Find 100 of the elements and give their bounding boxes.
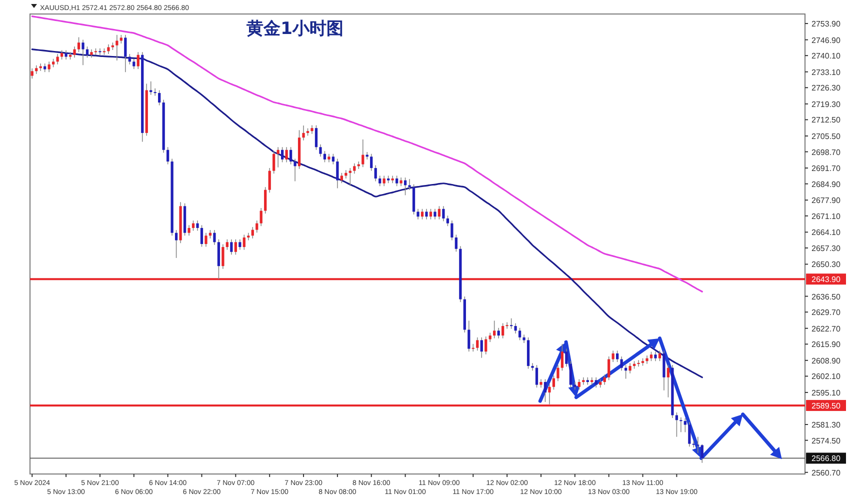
candlestick — [450, 220, 454, 241]
candlestick — [302, 125, 305, 141]
candlestick — [556, 364, 560, 382]
candlestick — [565, 348, 568, 368]
candlestick — [332, 153, 335, 165]
candlestick — [348, 168, 352, 186]
candlestick — [514, 322, 517, 334]
candlestick — [174, 230, 178, 258]
candlestick — [251, 226, 254, 239]
candlestick — [637, 360, 640, 368]
candlestick — [188, 224, 190, 236]
chart-title: 黄金1小时图 — [246, 19, 344, 39]
y-tick-label: 2671.10 — [812, 212, 842, 221]
y-tick-label: 2719.30 — [812, 100, 842, 109]
candlestick — [242, 234, 246, 250]
candlestick — [502, 322, 504, 339]
candlestick — [374, 164, 377, 182]
y-tick-label: 2698.70 — [812, 148, 842, 157]
candlestick — [136, 52, 140, 70]
candlestick — [226, 238, 228, 250]
candlestick — [497, 327, 500, 339]
candlestick — [272, 150, 276, 174]
candlestick — [289, 146, 292, 165]
line-series — [31, 16, 703, 292]
y-tick-label: 2705.50 — [812, 132, 842, 141]
candlestick — [552, 375, 556, 390]
candlestick — [353, 162, 356, 174]
candlestick — [480, 336, 483, 358]
y-tick-label: 2574.50 — [812, 436, 842, 446]
y-tick-label: 2684.90 — [812, 180, 842, 189]
candlestick — [238, 238, 242, 250]
candlestick — [323, 150, 326, 163]
candlestick — [64, 50, 68, 60]
candlestick — [107, 44, 110, 54]
y-tick-label: 2650.30 — [812, 260, 842, 270]
candlestick — [217, 238, 220, 280]
candlestick — [132, 58, 136, 70]
candlestick — [518, 327, 522, 341]
candlestick — [438, 206, 441, 220]
candlestick — [434, 208, 436, 220]
candlestick — [586, 376, 589, 386]
y-tick-label: 2560.70 — [812, 468, 842, 478]
candlestick — [60, 50, 64, 60]
candlestick — [493, 320, 496, 339]
candlestick — [620, 356, 623, 372]
candlestick — [116, 34, 118, 61]
candlestick — [158, 90, 161, 106]
candlestick — [408, 178, 411, 190]
candlestick — [531, 362, 534, 372]
candlestick — [213, 230, 216, 246]
candlestick — [506, 322, 508, 330]
y-tick-label: 2712.50 — [812, 116, 842, 125]
candlestick — [294, 158, 296, 182]
candlestick — [603, 374, 606, 386]
candlestick — [222, 244, 224, 270]
candlestick — [256, 220, 258, 234]
candlestick — [594, 376, 598, 388]
candlestick — [560, 344, 564, 372]
candlestick — [340, 172, 343, 184]
y-tick-label: 2691.70 — [812, 164, 842, 174]
y-tick-label: 2746.90 — [812, 36, 842, 45]
y-tick-label: 2581.30 — [812, 420, 842, 430]
candlestick — [285, 146, 288, 163]
candlestick — [314, 124, 318, 150]
candlestick — [535, 364, 538, 388]
candlestick — [425, 208, 428, 220]
candlestick — [382, 175, 386, 187]
candlestick — [362, 139, 364, 168]
ref-line-label: 2566.80 — [812, 454, 842, 464]
candlestick — [476, 336, 479, 352]
y-tick-label: 2629.70 — [812, 308, 842, 318]
candlestick — [391, 175, 394, 184]
candlestick — [319, 144, 322, 158]
candlestick — [510, 318, 513, 330]
candlestick — [268, 168, 271, 194]
candlestick — [260, 208, 262, 227]
y-tick-label: 2740.10 — [812, 52, 842, 61]
y-tick-label: 2726.30 — [812, 84, 842, 93]
candlestick — [73, 46, 76, 58]
candlestick — [247, 232, 250, 241]
candlestick — [569, 360, 572, 388]
candlestick — [128, 54, 131, 65]
candlestick — [484, 336, 488, 355]
candlestick — [420, 208, 424, 220]
y-tick-label: 2602.10 — [812, 372, 842, 382]
candlestick — [230, 238, 233, 256]
candlestick — [124, 34, 127, 72]
y-tick-label: 2657.30 — [812, 244, 842, 253]
y-tick-label: 2622.70 — [812, 324, 842, 334]
candlestick — [192, 220, 195, 232]
candlestick — [472, 344, 474, 352]
candlestick — [154, 88, 156, 96]
candlestick — [200, 224, 204, 248]
ref-line-label: 2643.90 — [812, 275, 842, 284]
candlestick — [446, 215, 450, 227]
candlestick — [628, 362, 632, 374]
candlestick — [395, 175, 398, 187]
candlestick — [454, 234, 458, 252]
candlestick — [429, 208, 432, 220]
candlestick — [281, 146, 284, 163]
